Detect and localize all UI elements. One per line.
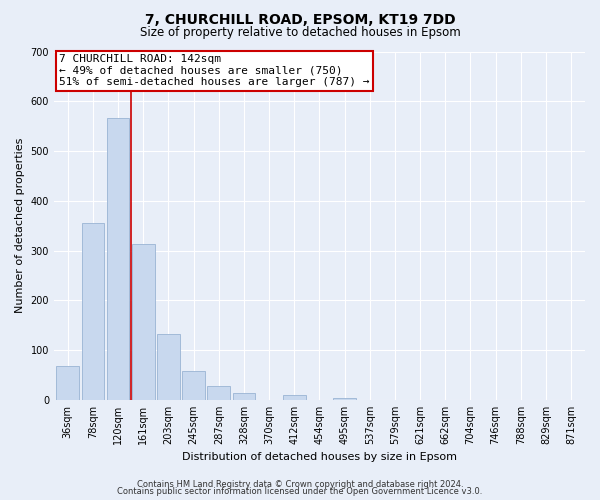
Bar [132,244,155,400]
Bar [182,371,205,400]
Bar [283,395,305,400]
Y-axis label: Number of detached properties: Number of detached properties [15,138,25,314]
Bar [208,386,230,400]
Bar [157,334,180,400]
X-axis label: Distribution of detached houses by size in Epsom: Distribution of detached houses by size … [182,452,457,462]
Bar [334,398,356,400]
Bar [56,366,79,400]
Bar [82,223,104,400]
Bar [233,394,255,400]
Bar [107,118,130,400]
Text: Contains HM Land Registry data © Crown copyright and database right 2024.: Contains HM Land Registry data © Crown c… [137,480,463,489]
Text: 7, CHURCHILL ROAD, EPSOM, KT19 7DD: 7, CHURCHILL ROAD, EPSOM, KT19 7DD [145,12,455,26]
Text: 7 CHURCHILL ROAD: 142sqm
← 49% of detached houses are smaller (750)
51% of semi-: 7 CHURCHILL ROAD: 142sqm ← 49% of detach… [59,54,370,87]
Text: Size of property relative to detached houses in Epsom: Size of property relative to detached ho… [140,26,460,39]
Text: Contains public sector information licensed under the Open Government Licence v3: Contains public sector information licen… [118,487,482,496]
